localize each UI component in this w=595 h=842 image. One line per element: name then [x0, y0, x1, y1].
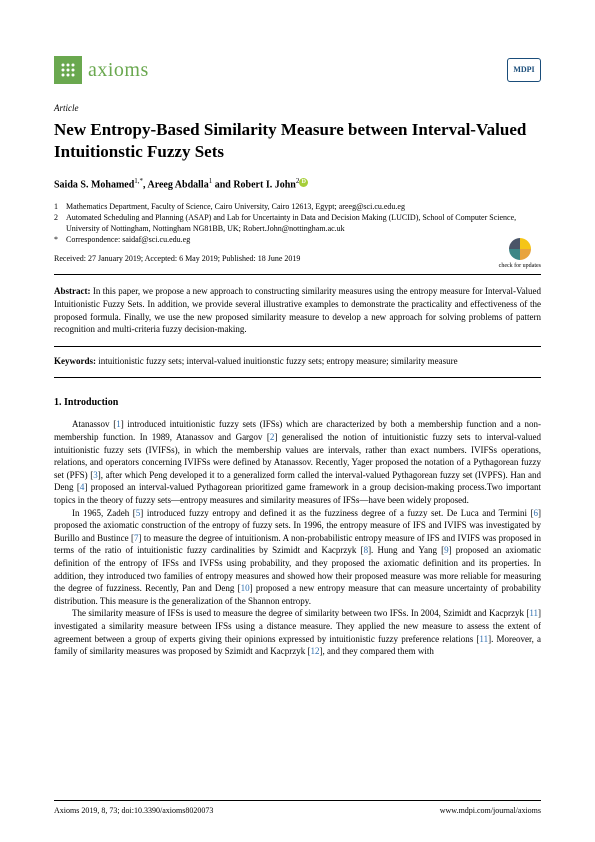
para3-text: The similarity measure of IFSs is used t… — [54, 608, 541, 656]
check-updates-icon — [509, 238, 531, 260]
section-heading-1: 1. Introduction — [54, 396, 541, 410]
keywords-text: intuitionistic fuzzy sets; interval-valu… — [96, 356, 458, 366]
footer-left: Axioms 2019, 8, 73; doi:10.3390/axioms80… — [54, 805, 213, 816]
affiliation-row: *Correspondence: saidaf@sci.cu.edu.eg — [54, 235, 541, 246]
mdpi-logo-icon: MDPI — [507, 58, 541, 82]
orcid-icon: D — [299, 178, 308, 187]
check-updates-label: check for updates — [499, 262, 541, 270]
para1-text: Atanassov [1] introduced intuitionistic … — [54, 419, 541, 505]
journal-logo: axioms — [54, 56, 149, 84]
keywords-box: Keywords: intuitionistic fuzzy sets; int… — [54, 355, 541, 379]
para2-text: In 1965, Zadeh [5] introduced fuzzy entr… — [54, 508, 541, 606]
paragraph-1: Atanassov [1] introduced intuitionistic … — [54, 418, 541, 506]
journal-name: axioms — [88, 56, 149, 84]
paragraph-3: The similarity measure of IFSs is used t… — [54, 607, 541, 657]
authors-line: Saida S. Mohamed1,*, Areeg Abdalla1 and … — [54, 177, 541, 192]
author-1-sup: 1,* — [134, 177, 143, 185]
affil-text: Mathematics Department, Faculty of Scien… — [66, 202, 405, 213]
abstract-text: In this paper, we propose a new approach… — [54, 286, 541, 334]
header-row: axioms MDPI — [54, 56, 541, 84]
affiliation-row: 2Automated Scheduling and Planning (ASAP… — [54, 213, 541, 235]
abstract-label: Abstract: — [54, 286, 91, 296]
affil-text: Correspondence: saidaf@sci.cu.edu.eg — [66, 235, 190, 246]
page-footer: Axioms 2019, 8, 73; doi:10.3390/axioms80… — [54, 800, 541, 816]
paragraph-2: In 1965, Zadeh [5] introduced fuzzy entr… — [54, 507, 541, 608]
author-3: and Robert I. John — [212, 179, 296, 190]
affil-num: 1 — [54, 202, 66, 213]
author-1: Saida S. Mohamed — [54, 179, 134, 190]
article-title: New Entropy-Based Similarity Measure bet… — [54, 119, 541, 163]
author-2: , Areeg Abdalla — [143, 179, 209, 190]
keywords-label: Keywords: — [54, 356, 96, 366]
affil-text: Automated Scheduling and Planning (ASAP)… — [66, 213, 541, 235]
footer-right: www.mdpi.com/journal/axioms — [440, 805, 541, 816]
axioms-logo-icon — [54, 56, 82, 84]
article-type: Article — [54, 102, 541, 115]
affiliations: 1Mathematics Department, Faculty of Scie… — [54, 202, 541, 245]
affiliation-row: 1Mathematics Department, Faculty of Scie… — [54, 202, 541, 213]
affil-num: * — [54, 235, 66, 246]
check-updates-badge[interactable]: check for updates — [499, 238, 541, 270]
abstract-box: Abstract: In this paper, we propose a ne… — [54, 274, 541, 346]
affil-num: 2 — [54, 213, 66, 235]
publication-dates: Received: 27 January 2019; Accepted: 6 M… — [54, 253, 541, 264]
